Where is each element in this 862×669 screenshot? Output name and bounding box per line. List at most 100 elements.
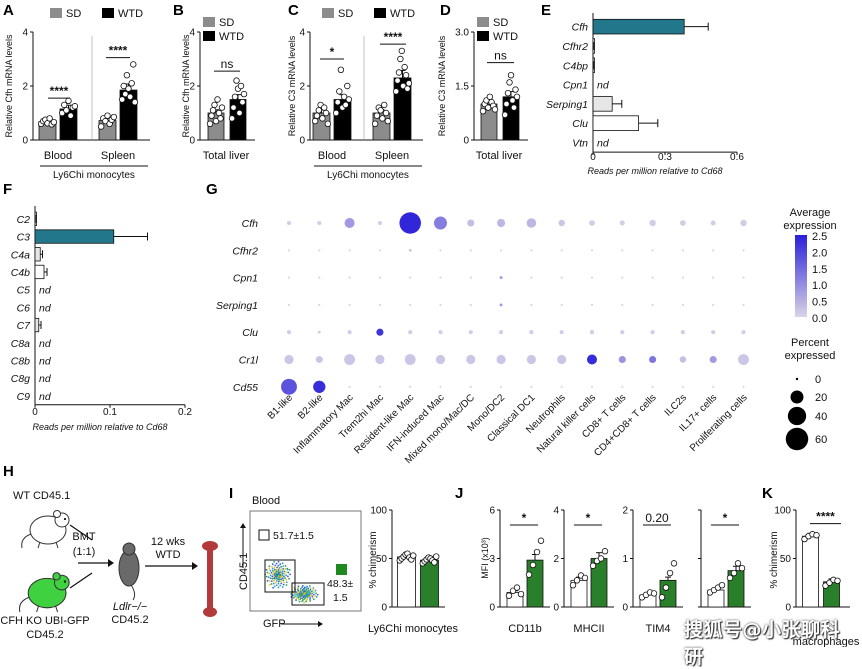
panel-g-dot — [409, 303, 412, 306]
panel-k-bar — [802, 535, 819, 608]
panel-i-flow-event — [287, 571, 290, 574]
panel-j-0-point — [529, 561, 537, 569]
panel-i-flow-event — [289, 573, 291, 576]
panel-g-dot — [557, 354, 567, 365]
panel-g-color-tick: 1.5 — [812, 264, 827, 276]
panel-j-0-label: CD11b — [508, 623, 541, 635]
panel-g-dot — [499, 303, 503, 307]
panel-d-wtd-swatch — [477, 31, 489, 41]
panel-k-point — [813, 532, 820, 539]
panel-k-point — [834, 577, 841, 585]
panel-j-0-y-tick-label: 6 — [489, 506, 495, 517]
panel-i-flow-event — [295, 591, 298, 594]
panel-h-bmt-2: (1:1) — [73, 546, 96, 558]
panel-a-legend-wtd-swatch — [102, 8, 114, 18]
panel-i-flow-event — [306, 597, 309, 600]
panel-b-sd-label: SD — [219, 17, 234, 29]
panel-g-size-tick: 40 — [815, 411, 827, 423]
panel-c-point — [397, 55, 404, 63]
panel-j-2-y-tick-label: 2 — [622, 506, 628, 517]
panel-g-color-tick: 1.0 — [812, 280, 827, 292]
panel-i-flow-event — [281, 562, 284, 565]
panel-g-dot — [621, 276, 624, 279]
panel-b-point — [233, 77, 240, 84]
arrow-icon — [192, 562, 198, 570]
panel-a-point — [65, 97, 72, 105]
gfp-mouse-icon-tail — [18, 596, 30, 613]
panel-g-gene-label: Cr1l — [239, 355, 259, 367]
panel-g-dot — [500, 385, 503, 388]
panel-e-gene-label: Vtn — [572, 137, 588, 149]
panel-d-cat: Total liver — [476, 150, 523, 162]
panel-g-dot — [558, 219, 565, 227]
panel-g-dot — [742, 249, 745, 252]
panel-e-nd-label: nd — [597, 80, 610, 92]
panel-i-flow-event — [272, 586, 274, 589]
panel-g-color-title-1: Average — [790, 207, 831, 219]
panel-f-xtick-label: 0.1 — [103, 407, 117, 418]
panel-g-color-tick: 2.0 — [812, 247, 827, 259]
panel-b-point — [209, 107, 217, 114]
panel-i-flow-event — [281, 572, 284, 575]
panel-g-dot — [651, 249, 654, 252]
panel-g-size-dot — [790, 390, 804, 404]
panel-i-flow-event — [284, 577, 286, 580]
panel-g-dot — [621, 303, 624, 306]
panel-g-dot — [409, 276, 412, 279]
panel-c-legend-sd-swatch — [322, 8, 334, 18]
panel-i-flow-event — [309, 588, 312, 591]
panel-i-flow-frame — [249, 510, 362, 612]
panel-i-flow-event — [265, 569, 268, 571]
panel-f-gene-label: C5 — [17, 285, 31, 297]
panel-g-dot — [530, 385, 533, 388]
panel-k-ylabel: % chimerism — [769, 531, 780, 588]
panel-d-point — [512, 86, 519, 93]
panel-g-dot — [621, 385, 624, 388]
panel-e-nd-label: nd — [597, 137, 610, 149]
panel-i-flow-event — [267, 576, 270, 579]
panel-label-b: B — [173, 2, 184, 19]
panel-f-gene-label: C8g — [11, 373, 30, 385]
panel-h-bmt-1: BMT — [72, 531, 96, 543]
panel-c-point — [334, 98, 341, 106]
panel-j-3-point — [738, 565, 746, 572]
panel-g-dot — [287, 276, 291, 279]
panel-i-flow-event — [277, 564, 280, 567]
panel-j-0-point — [505, 592, 513, 599]
panel-f-nd-label: nd — [39, 373, 52, 385]
panel-i-flow-event — [272, 582, 275, 585]
panel-g-dot — [378, 276, 381, 279]
panel-g-dot — [439, 276, 442, 279]
panel-g-dot — [619, 220, 625, 226]
panel-i-gate-wt — [264, 559, 296, 593]
panel-g-dot — [499, 330, 504, 335]
panel-f-xlabel: Reads per million relative to Cd68 — [32, 422, 167, 432]
panel-g-dot — [681, 276, 685, 279]
panel-a-cat-spleen: Spleen — [101, 150, 135, 162]
panel-i-flow-event — [309, 587, 312, 589]
panel-c-point — [404, 85, 411, 92]
panel-i-flow-event — [271, 573, 274, 576]
panel-b-y-tick-label: 2 — [189, 82, 195, 93]
panel-i-flow-event — [283, 570, 286, 573]
panel-i-flow-event — [281, 577, 284, 580]
panel-c-point — [395, 69, 403, 76]
panel-g-dot — [679, 356, 687, 363]
panel-g-dot — [318, 303, 321, 306]
gfp-mouse-icon-leg — [36, 605, 40, 613]
panel-a-cat-blood: Blood — [44, 150, 72, 162]
panel-label-h: H — [3, 463, 14, 480]
panel-g-dot — [530, 276, 533, 279]
panel-g-dot — [286, 220, 292, 226]
panel-g-dot — [439, 385, 442, 388]
panel-c-point — [401, 63, 408, 71]
panel-c-point — [394, 77, 401, 84]
panel-j-3-point — [718, 581, 726, 589]
panel-c-group-label: Ly6Chi monocytes — [327, 170, 409, 181]
panel-g-dot — [435, 354, 446, 365]
panel-g-dot — [469, 303, 472, 306]
panel-a-y-tick-label: 4 — [22, 28, 28, 39]
panel-f-bar — [34, 264, 45, 280]
panel-i-flow-event — [266, 579, 269, 582]
panel-h-diet-2: WTD — [155, 549, 180, 561]
